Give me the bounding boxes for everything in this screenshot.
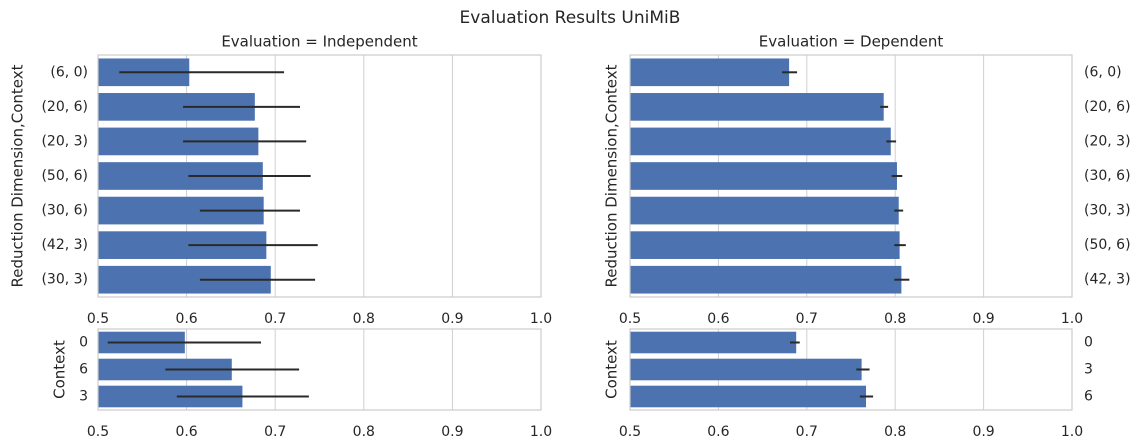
x-tick-label: 0.7 bbox=[264, 424, 286, 440]
subplot-title: Evaluation = Dependent bbox=[759, 33, 944, 51]
bar bbox=[630, 58, 790, 87]
y-tick-label: (20, 3) bbox=[41, 133, 88, 149]
y-tick-label: (50, 6) bbox=[41, 168, 88, 184]
y-tick-label: (50, 6) bbox=[1084, 237, 1131, 253]
y-tick-label: (30, 3) bbox=[41, 272, 88, 288]
x-tick-label: 0.9 bbox=[441, 311, 463, 327]
y-tick-label: (42, 3) bbox=[41, 237, 88, 253]
bar bbox=[98, 358, 232, 381]
x-tick-label: 0.6 bbox=[707, 311, 729, 327]
y-axis-label: Context bbox=[603, 340, 621, 399]
x-tick-label: 0.6 bbox=[175, 311, 197, 327]
figure-title: Evaluation Results UniMiB bbox=[460, 8, 681, 28]
bar bbox=[630, 331, 797, 354]
x-tick-label: 0.6 bbox=[707, 424, 729, 440]
x-tick-label: 1.0 bbox=[530, 311, 552, 327]
bar bbox=[630, 127, 891, 156]
x-tick-label: 0.7 bbox=[796, 311, 818, 327]
subplot-title: Evaluation = Independent bbox=[221, 33, 417, 51]
bar bbox=[630, 385, 867, 408]
x-tick-label: 0.8 bbox=[353, 424, 375, 440]
y-tick-label: 0 bbox=[79, 335, 88, 351]
bar bbox=[630, 265, 902, 294]
bar bbox=[630, 358, 862, 381]
y-axis-label: Context bbox=[51, 340, 69, 399]
y-tick-label: (30, 6) bbox=[1084, 168, 1131, 184]
x-tick-label: 1.0 bbox=[1061, 424, 1083, 440]
bar bbox=[630, 231, 900, 259]
y-tick-label: (20, 3) bbox=[1084, 133, 1131, 149]
plot-frame bbox=[629, 328, 1073, 411]
y-axis-label: Reduction Dimension,Context bbox=[603, 64, 621, 287]
bar bbox=[98, 385, 243, 408]
x-tick-label: 1.0 bbox=[1061, 311, 1083, 327]
bar bbox=[630, 93, 884, 121]
y-tick-label: (30, 3) bbox=[1084, 203, 1131, 219]
x-tick-label: 0.8 bbox=[884, 424, 906, 440]
plot-frame bbox=[97, 54, 542, 298]
x-tick-label: 0.9 bbox=[972, 424, 994, 440]
x-tick-label: 0.5 bbox=[87, 424, 109, 440]
x-tick-label: 0.7 bbox=[264, 311, 286, 327]
y-axis-label: Reduction Dimension,Context bbox=[9, 64, 27, 287]
y-tick-label: 3 bbox=[79, 389, 88, 405]
x-tick-label: 0.5 bbox=[619, 311, 641, 327]
bar bbox=[630, 162, 897, 190]
y-tick-label: (30, 6) bbox=[41, 203, 88, 219]
y-tick-label: (42, 3) bbox=[1084, 272, 1131, 288]
x-tick-label: 1.0 bbox=[530, 424, 552, 440]
x-tick-label: 0.5 bbox=[87, 311, 109, 327]
x-tick-label: 0.6 bbox=[175, 424, 197, 440]
y-tick-label: (6, 0) bbox=[1084, 64, 1122, 80]
x-tick-label: 0.5 bbox=[619, 424, 641, 440]
x-tick-label: 0.9 bbox=[441, 424, 463, 440]
y-tick-label: (20, 6) bbox=[41, 99, 88, 115]
plot-frame bbox=[629, 54, 1073, 298]
bar bbox=[630, 196, 899, 225]
y-tick-label: 6 bbox=[1084, 389, 1093, 405]
x-tick-label: 0.8 bbox=[884, 311, 906, 327]
x-tick-label: 0.7 bbox=[796, 424, 818, 440]
plot-frame bbox=[97, 328, 542, 411]
y-tick-label: 3 bbox=[1084, 362, 1093, 378]
y-tick-label: 6 bbox=[79, 362, 88, 378]
x-tick-label: 0.9 bbox=[972, 311, 994, 327]
y-tick-label: 0 bbox=[1084, 335, 1093, 351]
y-tick-label: (20, 6) bbox=[1084, 99, 1131, 115]
x-tick-label: 0.8 bbox=[353, 311, 375, 327]
y-tick-label: (6, 0) bbox=[50, 64, 88, 80]
